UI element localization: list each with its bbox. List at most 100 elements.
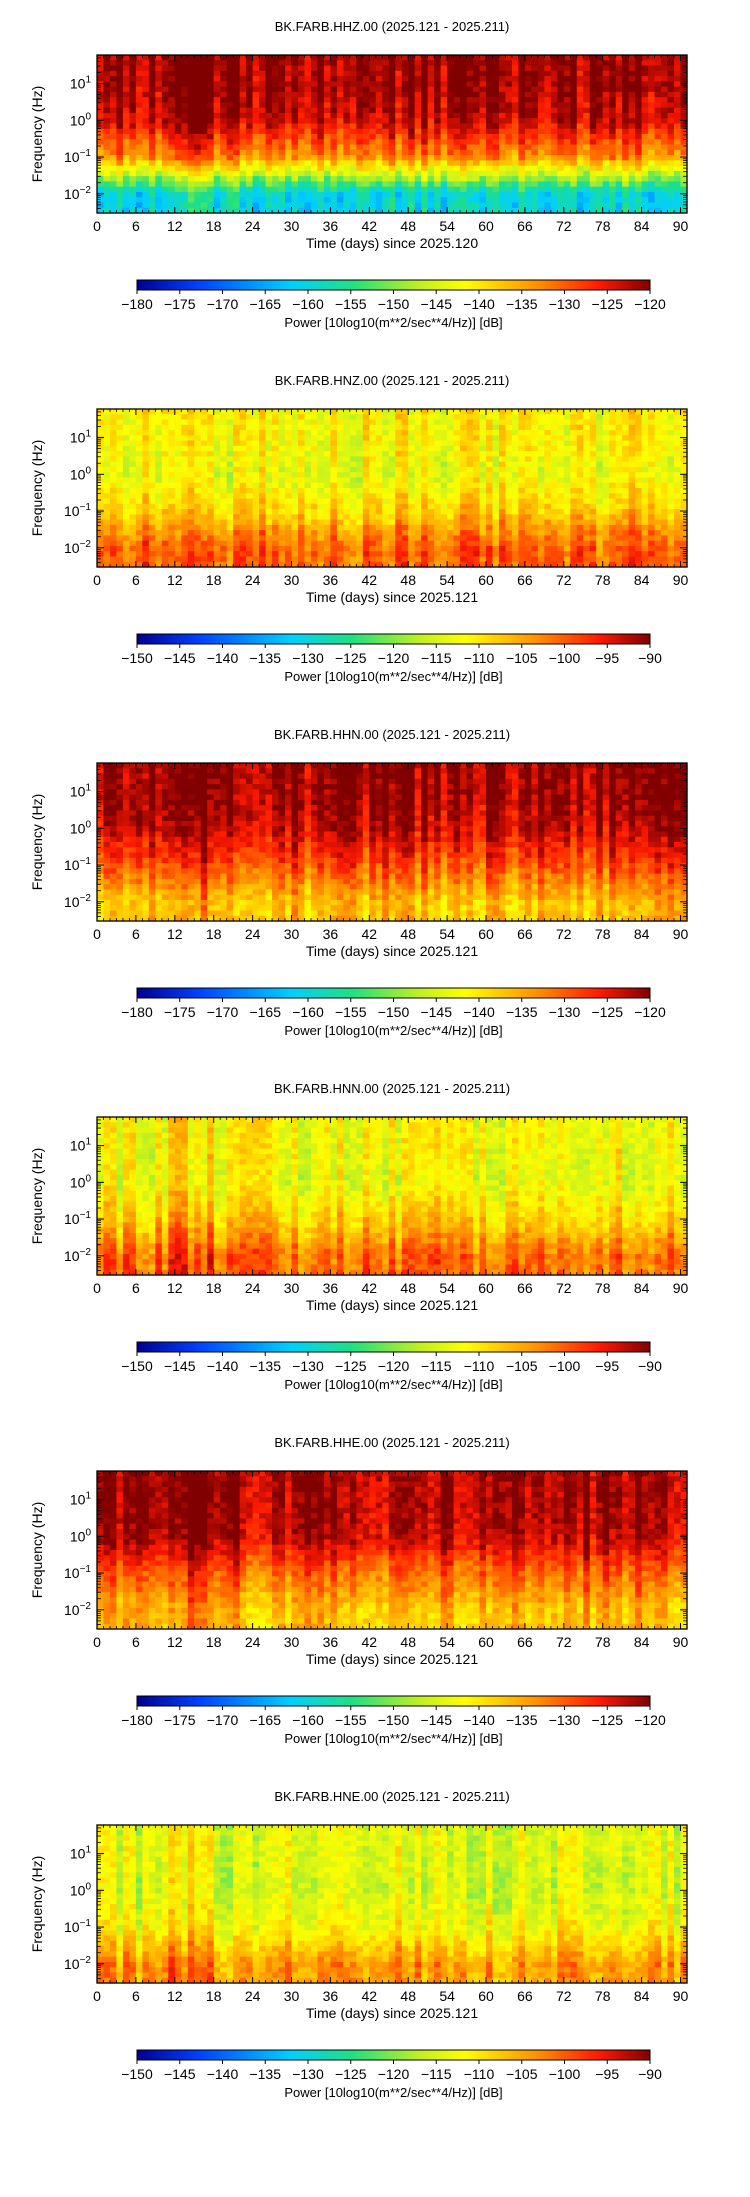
heatmap-cell [265, 451, 273, 457]
heatmap-cell [570, 86, 578, 93]
heatmap-cell [207, 524, 215, 531]
heatmap-cell [213, 524, 221, 531]
heatmap-cell [129, 70, 137, 77]
heatmap-cell [648, 134, 656, 140]
heatmap-cell [213, 461, 221, 468]
heatmap-cell [181, 134, 189, 140]
heatmap-cell [596, 102, 604, 109]
heatmap-cell [265, 530, 273, 536]
heatmap-cell [641, 107, 649, 114]
heatmap-cell [628, 102, 636, 109]
heatmap-cell [265, 55, 273, 61]
heatmap-cell [304, 102, 312, 109]
heatmap-cell [460, 102, 468, 109]
heatmap-cell [434, 514, 442, 521]
spectrogram-panel-2: BK.FARB.HNZ.00 (2025.121 - 2025.211)0 6 12… [29, 373, 689, 684]
heatmap-cell [479, 498, 487, 505]
heatmap-cell [602, 55, 610, 61]
heatmap-cell [460, 482, 468, 489]
heatmap-cell [537, 81, 545, 88]
heatmap-cell [278, 191, 286, 198]
heatmap-cell [486, 524, 494, 531]
heatmap-cell [174, 55, 182, 61]
heatmap-cell [498, 535, 507, 542]
heatmap-cell [161, 535, 169, 542]
heatmap-cell [239, 81, 247, 88]
heatmap-cell [414, 97, 422, 103]
heatmap-cell [343, 128, 351, 135]
heatmap-cell [330, 123, 338, 130]
heatmap-cell [129, 493, 137, 500]
heatmap-cell [414, 165, 422, 172]
heatmap-cell [447, 456, 455, 463]
heatmap-cell [589, 70, 597, 77]
heatmap-cell [233, 197, 241, 204]
heatmap-cell [401, 181, 409, 188]
heatmap-cell [408, 466, 416, 473]
heatmap-cell [648, 112, 656, 119]
heatmap-cell [486, 176, 494, 182]
heatmap-cell [492, 86, 500, 93]
heatmap-cell [168, 414, 176, 421]
heatmap-cell [109, 55, 118, 61]
heatmap-cell [375, 123, 383, 130]
heatmap-cell [103, 430, 111, 436]
heatmap-cell [628, 186, 636, 193]
heatmap-cell [362, 81, 370, 88]
heatmap-cell [291, 503, 299, 510]
heatmap-cell [336, 503, 344, 510]
heatmap-cell [155, 461, 163, 468]
heatmap-cell [187, 472, 195, 479]
heatmap-cell [401, 451, 409, 457]
heatmap-cell [148, 419, 156, 426]
heatmap-cell [583, 202, 591, 209]
heatmap-cell [304, 202, 312, 209]
heatmap-cell [103, 55, 111, 61]
heatmap-cell [375, 456, 383, 463]
heatmap-cell [317, 176, 325, 182]
heatmap-cell [272, 493, 280, 500]
heatmap-cell [395, 149, 403, 156]
heatmap-cell [246, 160, 254, 167]
heatmap-cell [278, 128, 286, 135]
heatmap-cell [408, 139, 416, 146]
heatmap-cell [421, 445, 429, 452]
heatmap-cell [511, 498, 520, 505]
heatmap-cell [466, 112, 474, 119]
heatmap-cell [453, 118, 461, 125]
heatmap-cell [602, 102, 610, 109]
heatmap-cell [486, 55, 494, 61]
heatmap-cell [252, 472, 260, 479]
heatmap-cell [122, 451, 131, 457]
heatmap-cell [447, 530, 455, 536]
heatmap-cell [395, 81, 403, 88]
heatmap-cell [453, 524, 461, 531]
heatmap-cell [550, 112, 558, 119]
heatmap-cell [356, 524, 364, 531]
heatmap-cell [226, 509, 234, 515]
heatmap-cell [388, 514, 396, 521]
heatmap-cell [505, 445, 513, 452]
heatmap-cell [440, 207, 448, 214]
colorbar-tick-label: −165 [249, 296, 281, 312]
heatmap-cell [220, 107, 228, 114]
heatmap-cell [674, 102, 682, 109]
heatmap-cell [323, 488, 331, 494]
heatmap-cell [557, 139, 565, 146]
heatmap-cell [97, 81, 105, 88]
heatmap-cell [395, 514, 403, 521]
heatmap-cell [187, 419, 195, 426]
heatmap-cell [135, 514, 143, 521]
heatmap-cell [395, 540, 403, 547]
heatmap-cell [447, 482, 455, 489]
heatmap-cell [453, 488, 461, 494]
heatmap-cell [226, 414, 234, 421]
heatmap-cell [434, 118, 442, 125]
heatmap-cell [116, 118, 124, 125]
heatmap-cell [473, 414, 481, 421]
heatmap-cell [356, 424, 364, 431]
heatmap-cell [116, 170, 124, 177]
heatmap-cell [589, 186, 597, 193]
heatmap-cell [589, 207, 597, 214]
heatmap-cell [401, 414, 409, 421]
